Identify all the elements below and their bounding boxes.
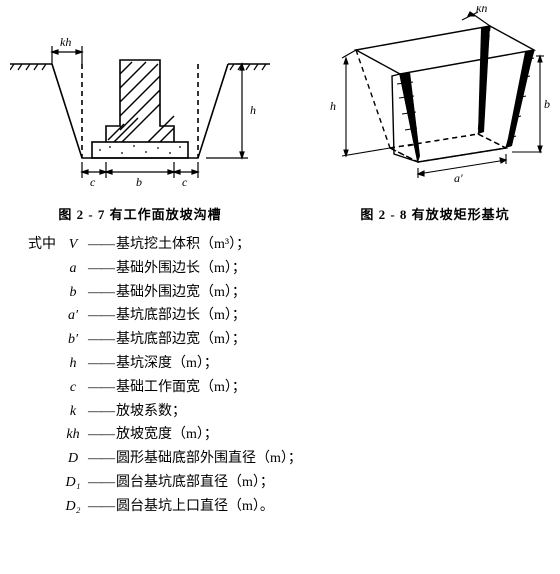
figure-row: kh b c c h 图 2 - 7 有工作面放坡沟槽 <box>10 6 550 223</box>
def-row: a —— 基础外围边长（m）； <box>10 257 550 281</box>
lbl-h-r: h <box>330 99 336 113</box>
def-lead: 式中 <box>10 233 60 257</box>
lbl-a-r: a' <box>454 171 463 185</box>
def-dash: —— <box>86 400 116 424</box>
def-sym: kh <box>60 423 86 447</box>
lbl-kh: kh <box>60 35 71 49</box>
def-row: k —— 放坡系数； <box>10 400 550 424</box>
page-root: kh b c c h 图 2 - 7 有工作面放坡沟槽 <box>0 0 560 574</box>
def-sym: b′ <box>60 328 86 352</box>
lbl-c-r: c <box>182 175 188 189</box>
def-text: 基础工作面宽（m）； <box>116 376 246 400</box>
def-text: 圆形基础底部外围直径（m）； <box>116 447 302 471</box>
def-sym: D₁ <box>60 471 86 495</box>
def-text: 圆台基坑上口直径（m）。 <box>116 495 274 519</box>
def-row: a′ —— 基坑底部边长（m）； <box>10 304 550 328</box>
def-dash: —— <box>86 471 116 495</box>
def-dash: —— <box>86 376 116 400</box>
def-row: 式中 V —— 基坑挖土体积（m³）； <box>10 233 550 257</box>
def-row: D₂ —— 圆台基坑上口直径（m）。 <box>10 495 550 519</box>
def-sym: V <box>60 233 86 257</box>
def-text: 基坑挖土体积（m³）； <box>116 233 250 257</box>
def-text: 基础外围边宽（m）； <box>116 281 246 305</box>
def-text: 圆台基坑底部直径（m）； <box>116 471 274 495</box>
def-row: b′ —— 基坑底部边宽（m）； <box>10 328 550 352</box>
def-dash: —— <box>86 304 116 328</box>
lbl-c-l: c <box>90 175 96 189</box>
def-dash: —— <box>86 447 116 471</box>
def-text: 基坑底部边长（m）； <box>116 304 246 328</box>
def-row: kh —— 放坡宽度（m）； <box>10 423 550 447</box>
def-dash: —— <box>86 352 116 376</box>
def-row: c —— 基础工作面宽（m）； <box>10 376 550 400</box>
figure-2-8-cell: kh h a' b' 图 2 - 8 有放坡矩形基坑 <box>320 6 550 223</box>
lbl-b-r: b' <box>544 97 550 111</box>
figure-2-7-cell: kh b c c h 图 2 - 7 有工作面放坡沟槽 <box>10 26 270 223</box>
def-sym: k <box>60 400 86 424</box>
def-sym: D <box>60 447 86 471</box>
figure-2-8-svg: kh h a' b' <box>320 6 550 196</box>
def-sym: c <box>60 376 86 400</box>
def-dash: —— <box>86 328 116 352</box>
lbl-h: h <box>250 103 256 117</box>
def-dash: —— <box>86 233 116 257</box>
def-text: 放坡宽度（m）； <box>116 423 218 447</box>
def-dash: —— <box>86 423 116 447</box>
def-text: 基础外围边长（m）； <box>116 257 246 281</box>
def-dash: —— <box>86 281 116 305</box>
lbl-b: b <box>136 175 142 189</box>
figure-2-7-svg: kh b c c h <box>10 26 270 196</box>
def-text: 基坑底部边宽（m）； <box>116 328 246 352</box>
def-sym: a <box>60 257 86 281</box>
def-dash: —— <box>86 495 116 519</box>
caption-2-7: 图 2 - 7 有工作面放坡沟槽 <box>10 204 270 223</box>
def-text: 基坑深度（m）； <box>116 352 218 376</box>
lbl-kh-r: kh <box>476 6 487 15</box>
def-sym: D₂ <box>60 495 86 519</box>
def-sym: a′ <box>60 304 86 328</box>
definition-list: 式中 V —— 基坑挖土体积（m³）； a —— 基础外围边长（m）； b ——… <box>10 233 550 519</box>
def-sym: b <box>60 281 86 305</box>
def-row: D₁ —— 圆台基坑底部直径（m）； <box>10 471 550 495</box>
def-dash: —— <box>86 257 116 281</box>
def-text: 放坡系数； <box>116 400 186 424</box>
caption-2-8: 图 2 - 8 有放坡矩形基坑 <box>320 204 550 223</box>
def-row: h —— 基坑深度（m）； <box>10 352 550 376</box>
def-row: b —— 基础外围边宽（m）； <box>10 281 550 305</box>
def-row: D —— 圆形基础底部外围直径（m）； <box>10 447 550 471</box>
def-sym: h <box>60 352 86 376</box>
